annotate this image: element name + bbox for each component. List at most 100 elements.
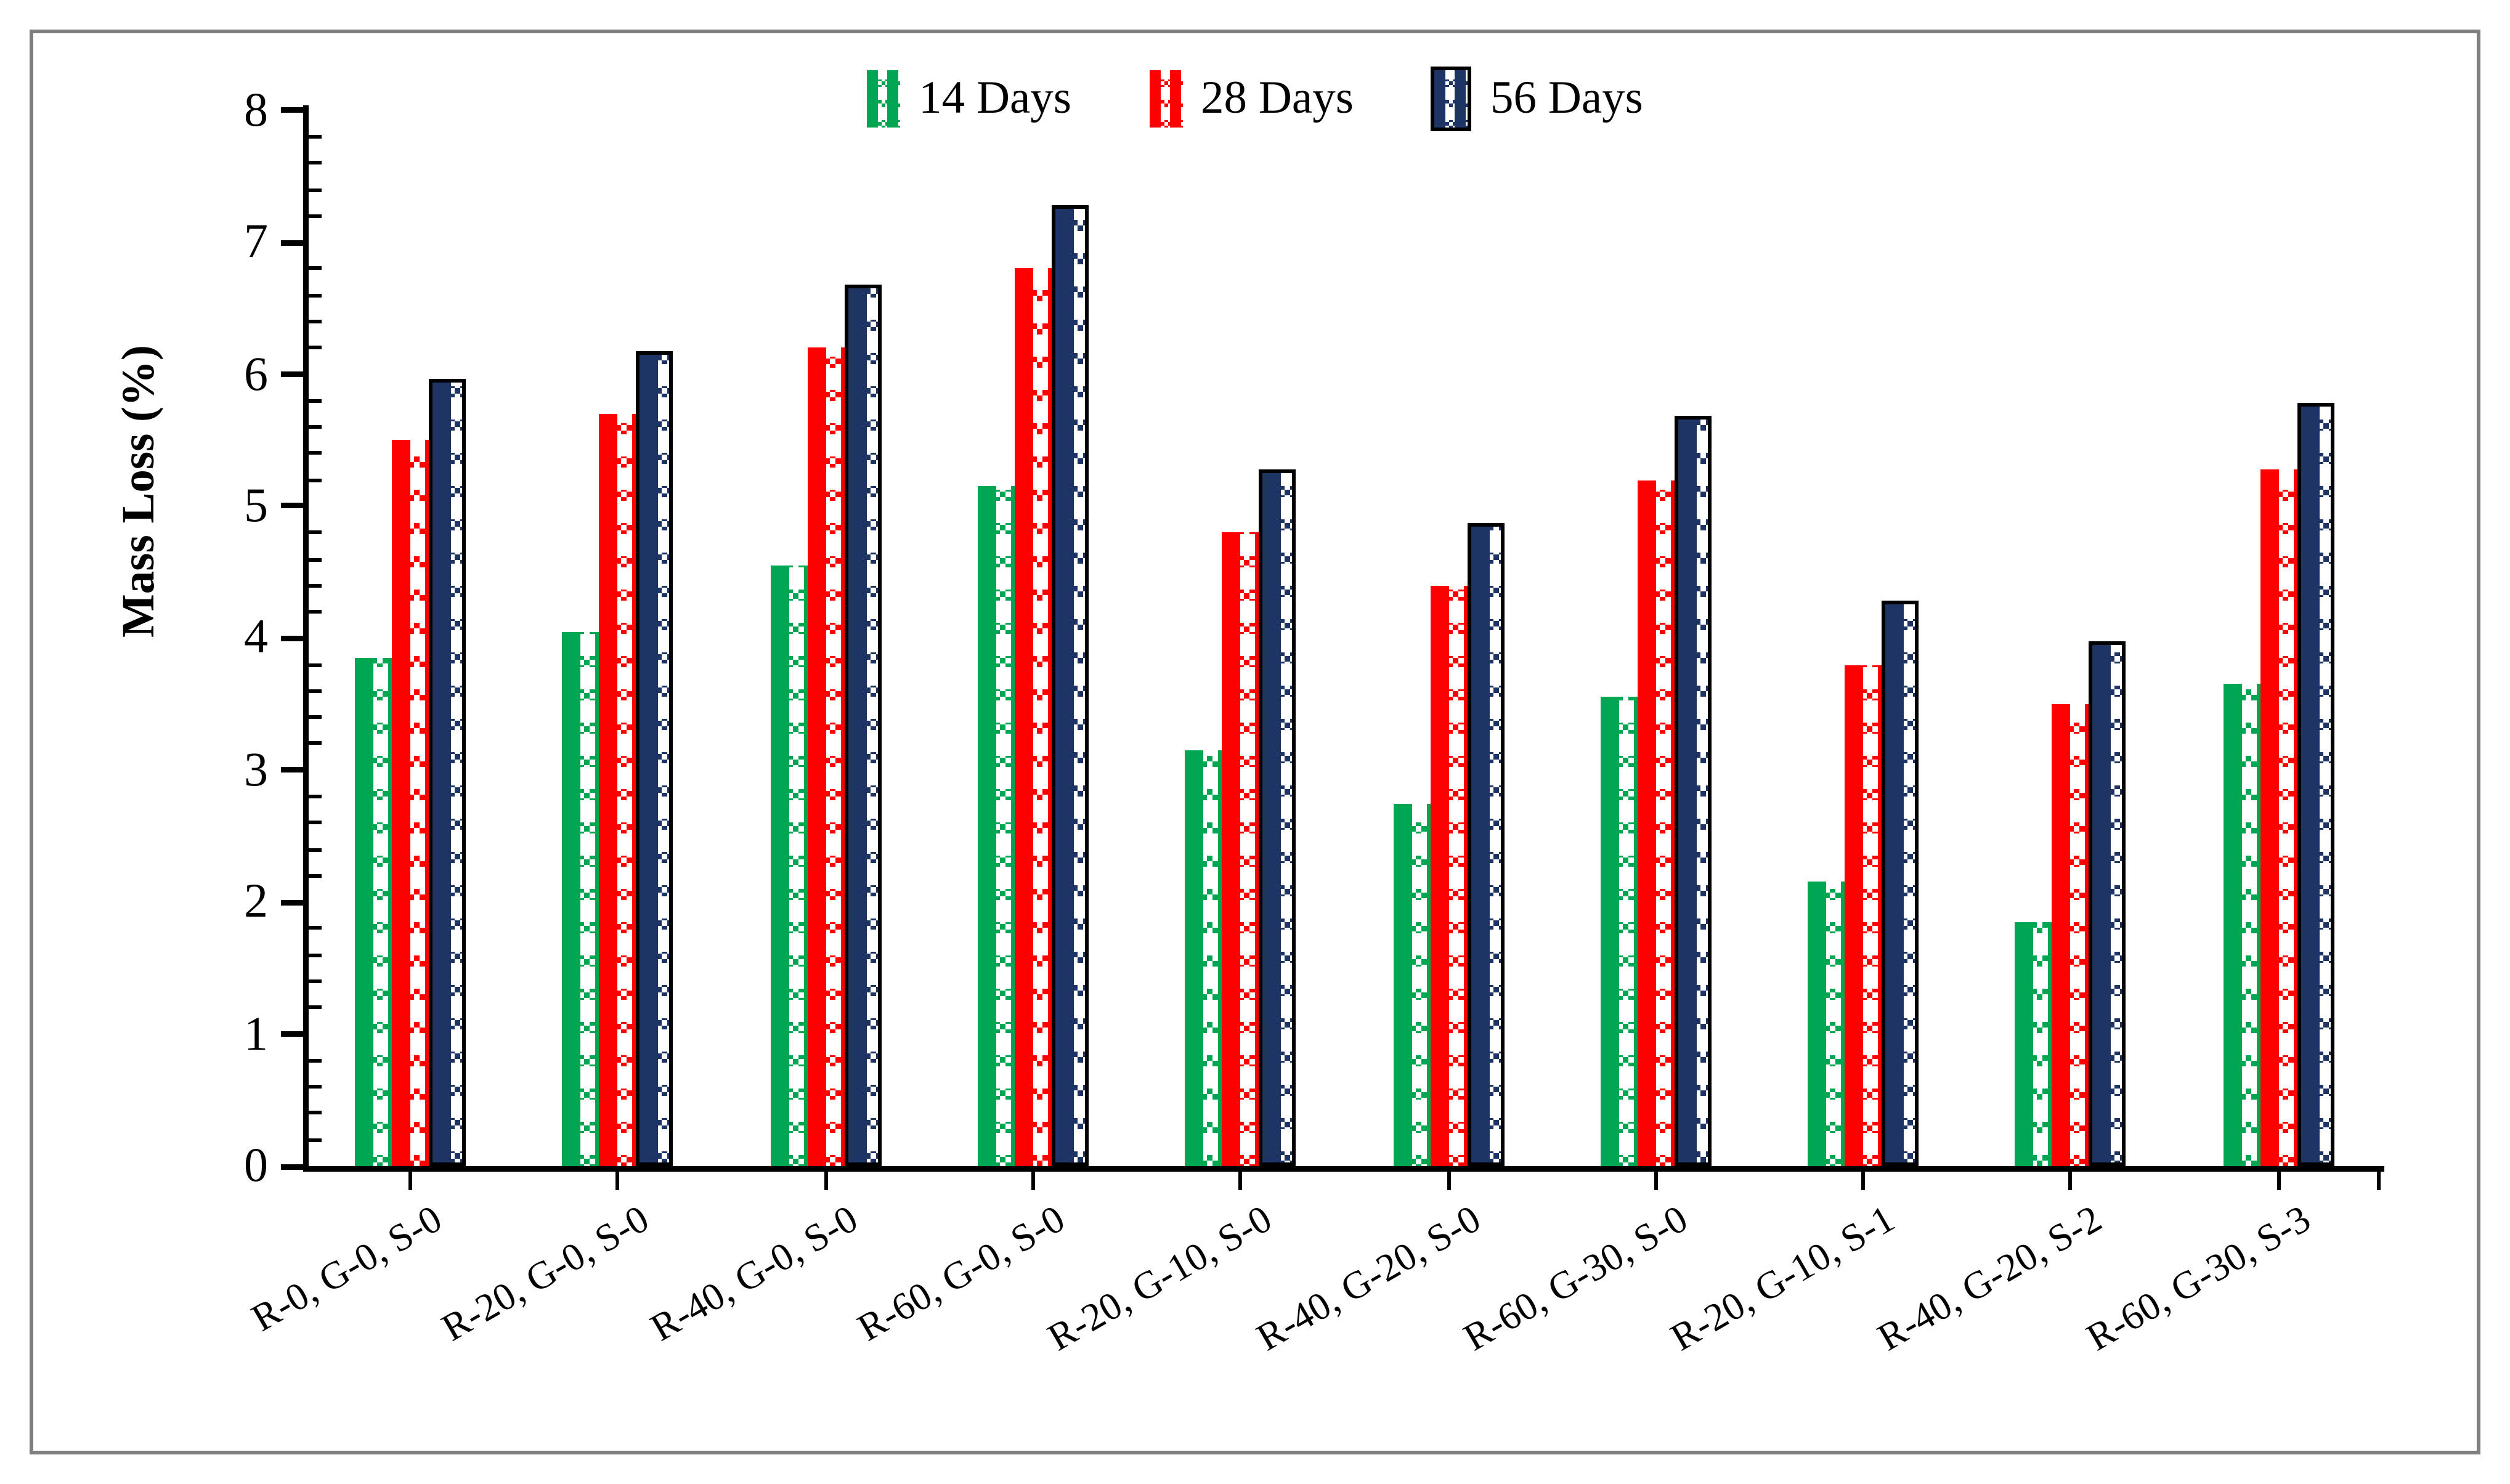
bar-14-days bbox=[1392, 803, 1430, 1166]
bar-28-days bbox=[1222, 532, 1259, 1166]
y-tick-label: 7 bbox=[244, 214, 268, 269]
y-major-tick bbox=[280, 899, 304, 906]
bar-56-days bbox=[2297, 403, 2334, 1166]
y-minor-tick bbox=[307, 134, 321, 139]
y-minor-tick bbox=[307, 530, 321, 535]
legend-label: 28 Days bbox=[1201, 74, 1354, 124]
legend-item: 28 Days bbox=[1149, 67, 1354, 131]
y-axis-line bbox=[302, 105, 308, 1172]
x-tick bbox=[1654, 1172, 1658, 1190]
y-minor-tick bbox=[307, 662, 321, 667]
bar-28-days bbox=[1014, 269, 1052, 1166]
y-minor-tick bbox=[307, 583, 321, 588]
y-minor-tick bbox=[307, 1058, 321, 1063]
y-tick-label: 5 bbox=[244, 478, 268, 532]
y-minor-tick bbox=[307, 1138, 321, 1142]
bar-14-days bbox=[1185, 750, 1222, 1166]
bar-14-days bbox=[2223, 684, 2260, 1166]
y-minor-tick bbox=[307, 425, 321, 429]
bar-56-days bbox=[1674, 416, 1712, 1166]
y-minor-tick bbox=[307, 742, 321, 746]
bar-28-days bbox=[2052, 704, 2090, 1166]
y-minor-tick bbox=[307, 874, 321, 878]
legend-label: 56 Days bbox=[1490, 74, 1643, 124]
bar-56-days bbox=[1466, 522, 1504, 1166]
bar-28-days bbox=[392, 440, 429, 1166]
legend-item: 56 Days bbox=[1431, 67, 1643, 131]
x-tick bbox=[408, 1172, 412, 1190]
y-tick-label: 4 bbox=[244, 610, 268, 665]
legend-swatch-56-days bbox=[1431, 67, 1472, 131]
x-tick bbox=[1861, 1172, 1866, 1190]
y-tick-label: 1 bbox=[244, 1006, 268, 1060]
y-major-tick bbox=[280, 239, 304, 245]
y-minor-tick bbox=[307, 926, 321, 931]
x-tick-end bbox=[2377, 1172, 2381, 1190]
y-minor-tick bbox=[307, 953, 321, 957]
y-tick-label: 0 bbox=[244, 1138, 268, 1192]
bar-56-days bbox=[1882, 601, 1919, 1166]
y-minor-tick bbox=[307, 187, 321, 192]
bar-14-days bbox=[770, 566, 807, 1166]
legend-swatch-14-days bbox=[867, 70, 901, 128]
y-major-tick bbox=[280, 1163, 304, 1169]
bar-14-days bbox=[977, 486, 1015, 1166]
y-major-tick bbox=[280, 107, 304, 113]
y-major-tick bbox=[280, 503, 304, 509]
legend-label: 14 Days bbox=[919, 74, 1072, 124]
x-tick bbox=[2276, 1172, 2281, 1190]
bar-28-days bbox=[2260, 469, 2297, 1166]
x-tick bbox=[1446, 1172, 1450, 1190]
y-minor-tick bbox=[307, 1111, 321, 1116]
y-minor-tick bbox=[307, 821, 321, 825]
y-minor-tick bbox=[307, 795, 321, 799]
y-minor-tick bbox=[307, 689, 321, 693]
bar-14-days bbox=[2015, 922, 2053, 1166]
x-tick bbox=[1031, 1172, 1035, 1190]
y-minor-tick bbox=[307, 477, 321, 482]
bar-56-days bbox=[429, 378, 466, 1166]
y-major-tick bbox=[280, 767, 304, 773]
bar-14-days bbox=[1600, 697, 1638, 1166]
y-minor-tick bbox=[307, 293, 321, 298]
y-minor-tick bbox=[307, 610, 321, 614]
legend: 14 Days 28 Days 56 Days bbox=[0, 67, 2510, 131]
y-major-tick bbox=[280, 371, 304, 378]
y-minor-tick bbox=[307, 557, 321, 561]
y-tick-label: 6 bbox=[244, 346, 268, 400]
bar-28-days bbox=[1637, 479, 1675, 1166]
bar-28-days bbox=[1429, 585, 1467, 1166]
bar-28-days bbox=[806, 347, 844, 1166]
bar-28-days bbox=[599, 413, 636, 1166]
bar-28-days bbox=[1845, 664, 1882, 1166]
y-tick-label: 2 bbox=[244, 874, 268, 928]
x-axis-line bbox=[302, 1166, 2384, 1172]
y-major-tick bbox=[280, 1031, 304, 1037]
y-minor-tick bbox=[307, 214, 321, 218]
bar-56-days bbox=[2089, 642, 2127, 1166]
legend-item: 14 Days bbox=[867, 67, 1071, 131]
bar-56-days bbox=[1051, 205, 1089, 1166]
y-minor-tick bbox=[307, 319, 321, 323]
x-tick bbox=[615, 1172, 620, 1190]
y-tick-label: 3 bbox=[244, 742, 268, 797]
y-minor-tick bbox=[307, 346, 321, 350]
y-tick-label: 8 bbox=[244, 83, 268, 137]
bar-14-days bbox=[355, 658, 392, 1166]
y-minor-tick bbox=[307, 979, 321, 984]
y-minor-tick bbox=[307, 267, 321, 271]
y-minor-tick bbox=[307, 1005, 321, 1010]
figure-border bbox=[30, 30, 2480, 1454]
y-minor-tick bbox=[307, 452, 321, 456]
y-major-tick bbox=[280, 635, 304, 641]
y-minor-tick bbox=[307, 161, 321, 165]
bar-14-days bbox=[1808, 882, 1845, 1166]
x-tick bbox=[2069, 1172, 2073, 1190]
bar-56-days bbox=[636, 352, 673, 1166]
x-tick bbox=[1238, 1172, 1243, 1190]
y-minor-tick bbox=[307, 715, 321, 720]
bar-56-days bbox=[843, 284, 881, 1166]
y-minor-tick bbox=[307, 847, 321, 851]
